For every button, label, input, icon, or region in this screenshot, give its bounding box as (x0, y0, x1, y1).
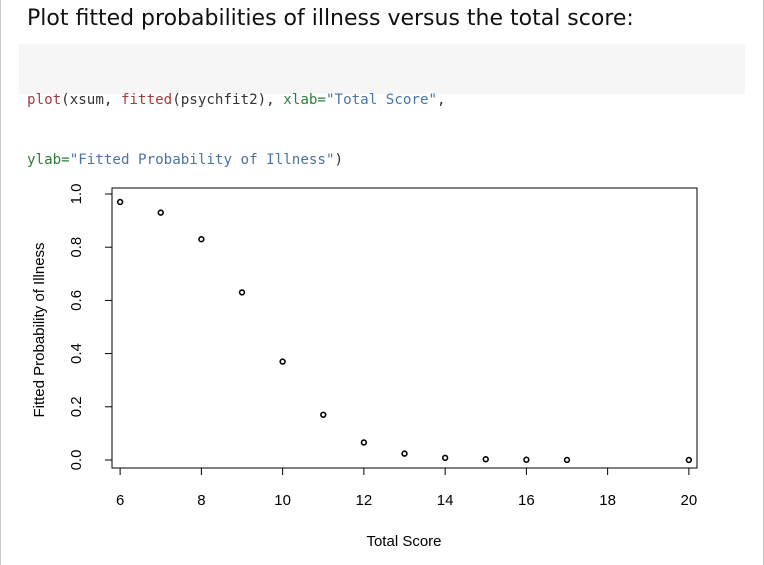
data-point (116, 198, 124, 206)
data-point (401, 450, 408, 457)
x-tick-label: 16 (518, 492, 535, 509)
x-tick-label: 18 (599, 492, 616, 509)
x-axis: 6 8 10 12 14 16 18 20 (116, 467, 698, 509)
y-axis-title: Fitted Probability of Illness (31, 242, 48, 417)
data-point (441, 454, 449, 462)
code-line-1: plot(xsum, fitted(psychfit2), xlab="Tota… (27, 90, 737, 110)
x-tick-label: 8 (197, 492, 205, 509)
plot-frame (111, 187, 698, 469)
data-point (198, 236, 205, 243)
code-line-2: ylab="Fitted Probability of Illness") (27, 150, 737, 170)
data-point (523, 456, 530, 463)
code-token: (psychfit2), (172, 92, 284, 108)
section-heading: Plot fitted probabilities of illness ver… (27, 6, 634, 31)
y-axis: 0.0 0.2 0.4 0.6 0.8 1.0 (68, 184, 113, 471)
code-token: ylab= (27, 152, 70, 168)
y-tick-label: 0.4 (68, 343, 85, 364)
code-token: , (437, 92, 446, 108)
code-token: "Total Score" (325, 92, 438, 108)
code-token: fitted (120, 92, 173, 108)
x-axis-title: Total Score (366, 533, 441, 550)
x-tick-label: 14 (437, 492, 454, 509)
data-point (685, 456, 693, 464)
code-token: "Fitted Probability of Illness" (69, 152, 335, 168)
code-block: plot(xsum, fitted(psychfit2), xlab="Tota… (19, 44, 745, 168)
data-point (563, 456, 571, 464)
data-point (320, 411, 327, 418)
y-tick-label: 0.0 (68, 450, 85, 471)
y-tick-label: 1.0 (68, 184, 85, 205)
code-token: (xsum, (61, 92, 121, 108)
x-tick-label: 12 (356, 492, 373, 509)
y-tick-label: 0.8 (68, 237, 85, 258)
x-tick-label: 20 (681, 492, 698, 509)
data-point (279, 358, 286, 365)
y-tick-label: 0.2 (68, 396, 85, 417)
x-tick-label: 10 (274, 492, 291, 509)
code-token: xlab= (283, 92, 326, 108)
data-point (360, 439, 368, 446)
data-point (238, 289, 246, 296)
y-tick-label: 0.6 (68, 290, 85, 311)
data-points (116, 198, 693, 464)
data-point (482, 456, 489, 463)
x-tick-label: 6 (116, 492, 124, 509)
code-token: ) (334, 152, 344, 168)
data-point (157, 209, 164, 216)
code-token: plot (27, 92, 62, 108)
